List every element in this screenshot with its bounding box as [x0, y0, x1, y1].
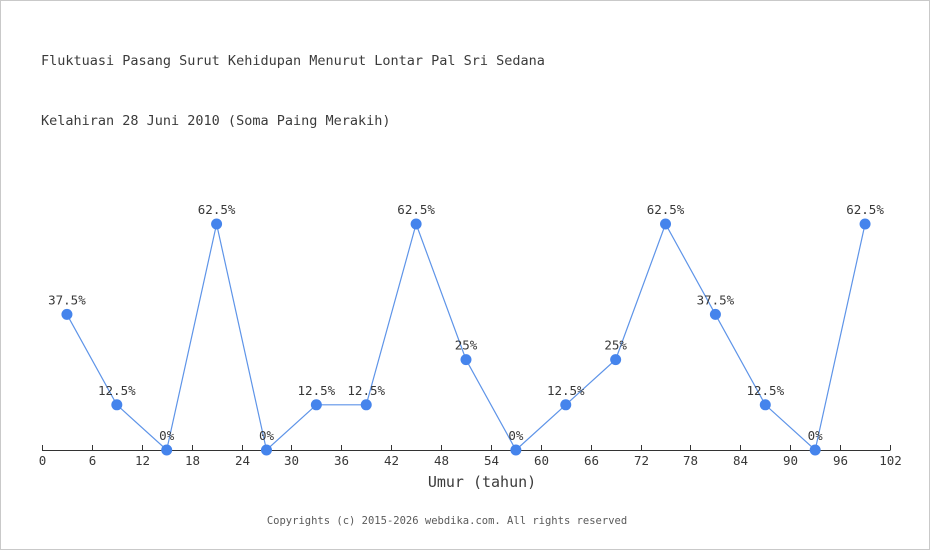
chart-title-line1: Fluktuasi Pasang Surut Kehidupan Menurut… — [41, 53, 545, 69]
data-point — [111, 399, 123, 411]
point-value-label: 12.5% — [746, 383, 784, 398]
point-value-label: 0% — [259, 428, 275, 443]
data-point — [360, 399, 372, 411]
point-value-label: 12.5% — [298, 383, 336, 398]
data-point — [660, 218, 672, 230]
copyright-text: Copyrights (c) 2015-2026 webdika.com. Al… — [266, 515, 628, 527]
x-axis-tick-label: 66 — [584, 453, 599, 468]
data-point — [211, 218, 223, 230]
x-axis-tick-label: 48 — [434, 453, 449, 468]
point-value-label: 62.5% — [198, 202, 236, 217]
point-value-label: 25% — [604, 338, 627, 353]
data-point — [61, 308, 73, 320]
x-axis-tick-label: 90 — [783, 453, 798, 468]
x-axis: 0 6 12 18 24 30 36 42 48 54 60 66 72 78 84 90 96 102 — [39, 445, 902, 468]
x-axis-title: Umur (tahun) — [427, 473, 537, 491]
data-point — [460, 354, 472, 366]
data-point — [310, 399, 322, 411]
point-value-label: 0% — [508, 428, 524, 443]
data-points — [61, 218, 871, 456]
point-value-label: 62.5% — [647, 202, 685, 217]
x-axis-tick-label: 18 — [185, 453, 200, 468]
point-labels: 37.5% 12.5% 0% 62.5% 0% 12.5% 12.5% 62.5% 25% 0% 1… — [48, 202, 884, 443]
data-point — [809, 444, 821, 456]
point-value-label: 62.5% — [397, 202, 435, 217]
data-point — [709, 308, 721, 320]
x-axis-tick-label: 96 — [833, 453, 848, 468]
data-point — [260, 444, 272, 456]
point-value-label: 12.5% — [98, 383, 136, 398]
x-axis-tick-label: 60 — [534, 453, 549, 468]
x-axis-tick-label: 12 — [135, 453, 150, 468]
point-value-label: 0% — [808, 428, 824, 443]
x-axis-tick-label: 6 — [89, 453, 97, 468]
x-axis-tick-label: 30 — [284, 453, 299, 468]
chart-title-line2: Kelahiran 28 Juni 2010 (Soma Paing Merak… — [41, 113, 391, 129]
x-axis-tick-label: 72 — [634, 453, 649, 468]
point-value-label: 12.5% — [347, 383, 385, 398]
x-axis-tick-label: 78 — [683, 453, 698, 468]
chart-title: Fluktuasi Pasang Surut Kehidupan Menurut… — [41, 11, 545, 171]
x-axis-tick-label: 42 — [384, 453, 399, 468]
x-axis-tick-label: 0 — [39, 453, 47, 468]
point-value-label: 62.5% — [846, 202, 884, 217]
data-point — [759, 399, 771, 411]
data-point — [161, 444, 173, 456]
x-axis-tick-label: 36 — [334, 453, 349, 468]
point-value-label: 0% — [159, 428, 175, 443]
point-value-label: 12.5% — [547, 383, 585, 398]
data-point — [510, 444, 522, 456]
data-point — [410, 218, 422, 230]
x-axis-tick-label: 102 — [879, 453, 902, 468]
point-value-label: 37.5% — [697, 292, 735, 307]
data-point — [560, 399, 572, 411]
x-axis-tick-label: 54 — [484, 453, 499, 468]
x-axis-tick-label: 84 — [733, 453, 748, 468]
data-point — [610, 354, 622, 366]
x-axis-tick-label: 24 — [235, 453, 250, 468]
data-point — [859, 218, 871, 230]
point-value-label: 37.5% — [48, 292, 86, 307]
point-value-label: 25% — [455, 338, 478, 353]
